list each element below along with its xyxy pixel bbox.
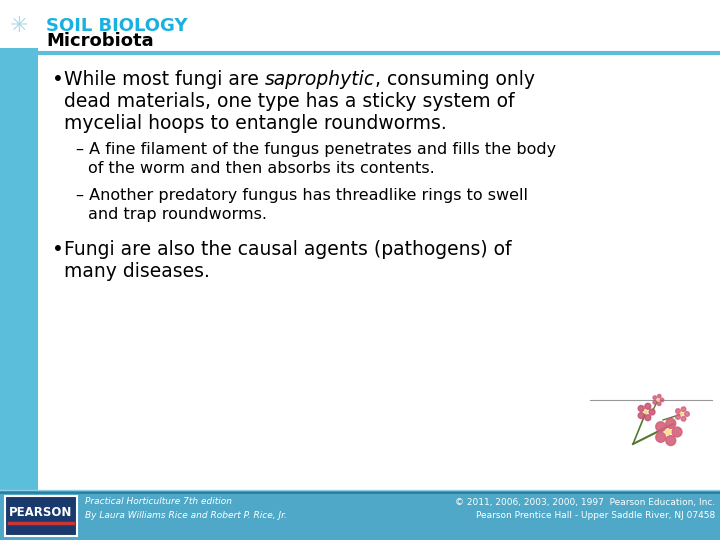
- Text: Practical Horticulture 7th edition: Practical Horticulture 7th edition: [85, 497, 232, 507]
- Circle shape: [645, 415, 651, 421]
- Text: – Another predatory fungus has threadlike rings to swell: – Another predatory fungus has threadlik…: [76, 188, 528, 203]
- Text: PEARSON: PEARSON: [9, 505, 73, 518]
- Text: While most fungi are: While most fungi are: [64, 70, 265, 89]
- Circle shape: [681, 416, 686, 421]
- Circle shape: [672, 427, 682, 437]
- Circle shape: [675, 409, 680, 414]
- FancyBboxPatch shape: [0, 48, 38, 492]
- Circle shape: [638, 406, 644, 411]
- Text: dead materials, one type has a sticky system of: dead materials, one type has a sticky sy…: [64, 92, 515, 111]
- FancyBboxPatch shape: [0, 492, 720, 540]
- Text: Fungi are also the causal agents (pathogens) of: Fungi are also the causal agents (pathog…: [64, 240, 511, 259]
- Text: saprophytic: saprophytic: [265, 70, 375, 89]
- Text: SOIL BIOLOGY: SOIL BIOLOGY: [46, 17, 188, 35]
- FancyBboxPatch shape: [5, 496, 77, 536]
- Circle shape: [681, 407, 686, 411]
- Text: Microbiota: Microbiota: [46, 32, 153, 50]
- Circle shape: [653, 401, 657, 404]
- Text: many diseases.: many diseases.: [64, 262, 210, 281]
- Text: By Laura Williams Rice and Robert P. Rice, Jr.: By Laura Williams Rice and Robert P. Ric…: [85, 511, 287, 521]
- Circle shape: [666, 418, 676, 428]
- Circle shape: [675, 415, 680, 419]
- Circle shape: [656, 422, 666, 431]
- Circle shape: [665, 429, 671, 435]
- Text: •: •: [52, 70, 64, 89]
- Circle shape: [638, 413, 644, 418]
- Circle shape: [653, 396, 657, 400]
- Text: and trap roundworms.: and trap roundworms.: [88, 207, 267, 222]
- Circle shape: [660, 398, 664, 402]
- Circle shape: [685, 411, 689, 416]
- Text: © 2011, 2006, 2003, 2000, 1997  Pearson Education, Inc.: © 2011, 2006, 2003, 2000, 1997 Pearson E…: [455, 497, 715, 507]
- Circle shape: [656, 433, 666, 442]
- Circle shape: [645, 403, 651, 409]
- Circle shape: [666, 436, 676, 446]
- Circle shape: [644, 410, 647, 414]
- Text: of the worm and then absorbs its contents.: of the worm and then absorbs its content…: [88, 161, 435, 176]
- Circle shape: [657, 399, 659, 401]
- Circle shape: [680, 413, 683, 415]
- Text: •: •: [52, 240, 64, 259]
- Circle shape: [657, 394, 661, 398]
- Text: ✳: ✳: [9, 16, 28, 36]
- Text: Pearson Prentice Hall - Upper Saddle River, NJ 07458: Pearson Prentice Hall - Upper Saddle Riv…: [476, 511, 715, 521]
- Circle shape: [649, 409, 655, 415]
- Circle shape: [657, 402, 661, 406]
- Text: – A fine filament of the fungus penetrates and fills the body: – A fine filament of the fungus penetrat…: [76, 142, 556, 157]
- Text: mycelial hoops to entangle roundworms.: mycelial hoops to entangle roundworms.: [64, 114, 446, 133]
- Text: , consuming only: , consuming only: [375, 70, 535, 89]
